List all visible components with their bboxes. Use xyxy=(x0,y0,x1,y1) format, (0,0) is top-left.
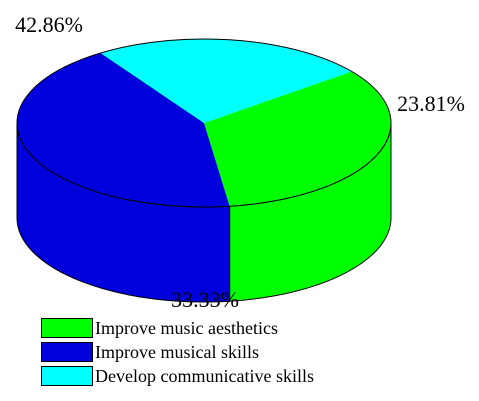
value-label: 23.81% xyxy=(397,91,465,116)
legend-label: Improve musical skills xyxy=(95,341,259,362)
legend-item: Improve musical skills xyxy=(41,340,314,364)
legend-item: Improve music aesthetics xyxy=(41,316,314,340)
pie-rim xyxy=(16,38,392,208)
pie-slice xyxy=(100,39,352,124)
value-label: 42.86% xyxy=(15,12,83,37)
pie-slice xyxy=(204,71,391,207)
value-label: 33.33% xyxy=(171,287,239,312)
pie-slice xyxy=(17,53,230,208)
legend-swatch xyxy=(41,318,93,338)
legend: Improve music aesthetics Improve musical… xyxy=(41,316,314,388)
legend-swatch xyxy=(41,366,93,386)
pie-tops xyxy=(16,38,392,208)
legend-swatch xyxy=(41,342,93,362)
value-labels: 33.33% 42.86% 23.81% xyxy=(15,12,465,312)
legend-item: Develop communicative skills xyxy=(41,364,314,388)
legend-label: Develop communicative skills xyxy=(95,365,314,386)
legend-label: Improve music aesthetics xyxy=(95,317,278,338)
